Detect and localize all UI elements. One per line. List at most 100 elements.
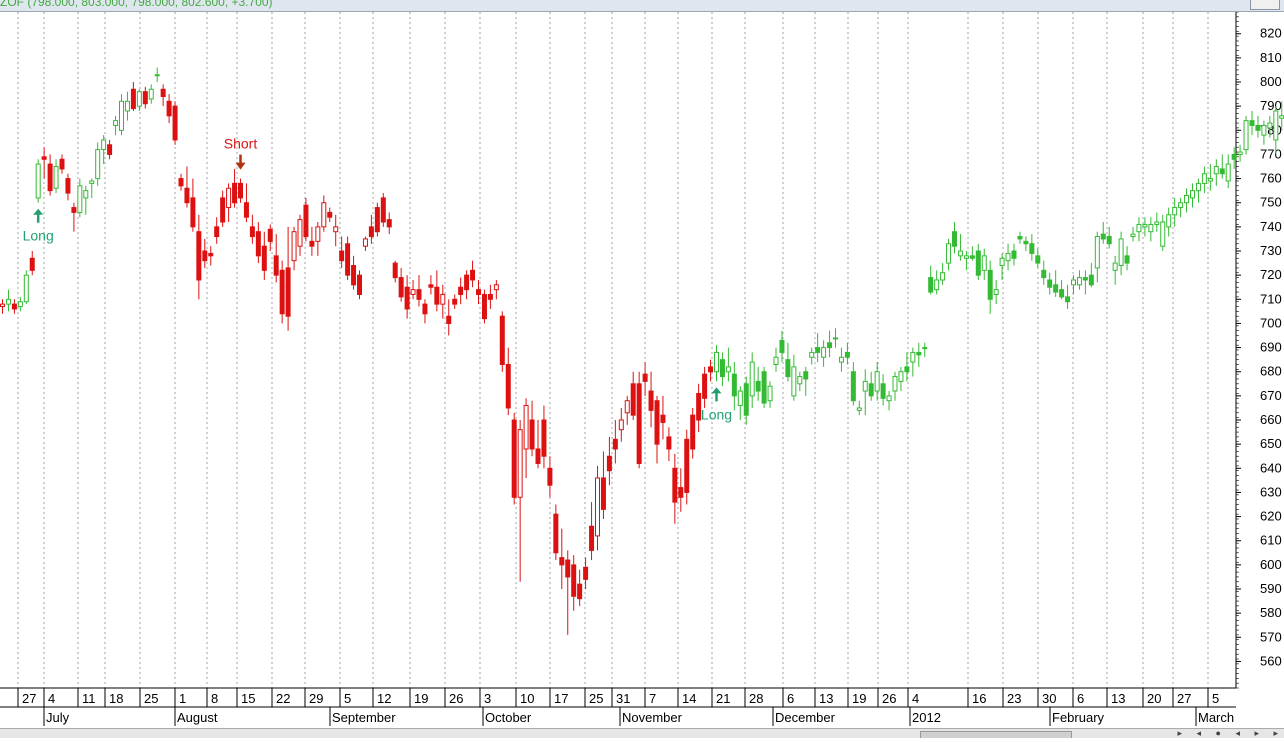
candle-body	[821, 347, 827, 358]
candle-body	[470, 269, 476, 281]
candle-body	[148, 88, 154, 100]
candle-body	[136, 91, 142, 107]
candle-body	[922, 347, 928, 350]
candle-body	[999, 257, 1005, 266]
window-maximize-button[interactable]	[1250, 0, 1280, 10]
y-tick-label: 670	[1260, 388, 1282, 403]
candle-body	[339, 250, 345, 262]
candle-body	[166, 100, 172, 117]
chart-nav-buttons[interactable]: ▸ ◂ ● ◂ ▸ ▸	[1177, 728, 1284, 738]
candle-body	[1172, 207, 1178, 216]
candle-body	[862, 380, 868, 392]
x-month-label: March	[1198, 710, 1234, 725]
candle-body	[1231, 153, 1237, 160]
candle-body	[690, 414, 696, 450]
candle-body	[0, 303, 5, 308]
candle-body	[892, 376, 898, 392]
y-tick-label: 610	[1260, 533, 1282, 548]
candle-body	[428, 284, 434, 288]
candle-body	[630, 383, 636, 416]
candle-body	[1190, 190, 1195, 199]
x-day-label: 18	[109, 691, 123, 706]
x-month-label: November	[622, 710, 683, 725]
candle-body	[737, 390, 743, 407]
candle-body	[374, 207, 380, 233]
x-day-label: 10	[520, 691, 534, 706]
x-day-label: 19	[414, 691, 428, 706]
y-tick-label: 650	[1260, 436, 1282, 451]
candle-body	[362, 238, 368, 247]
candle-body	[5, 298, 11, 305]
long-signal-label: Long	[701, 406, 732, 422]
candle-body	[291, 231, 297, 262]
y-tick-label: 820	[1260, 26, 1282, 41]
candle-body	[809, 351, 815, 358]
candle-body	[232, 182, 238, 204]
candle-body	[214, 226, 220, 238]
y-tick-label: 710	[1260, 291, 1282, 306]
candle-body	[731, 373, 737, 397]
short-arrow-head	[235, 162, 246, 170]
candle-body	[874, 371, 880, 392]
x-day-label: 11	[82, 691, 96, 706]
ticker-quote-text: ZOF (798.000, 803.000, 798.000, 802.600,…	[0, 0, 273, 9]
candle-body	[797, 376, 803, 385]
candle-body	[464, 274, 470, 291]
candle-body	[113, 120, 119, 126]
candle-body	[53, 166, 59, 189]
x-day-label: 29	[309, 691, 323, 706]
horizontal-scrollbar[interactable]: ▸ ◂ ● ◂ ▸ ▸	[0, 728, 1284, 738]
x-month-label: September	[332, 710, 396, 725]
candle-body	[553, 513, 559, 554]
candle-body	[743, 383, 749, 416]
candle-body	[1106, 236, 1112, 245]
x-day-label: 6	[1077, 691, 1084, 706]
candle-body	[577, 583, 583, 600]
candle-body	[714, 351, 719, 373]
candle-body	[767, 385, 773, 402]
candle-body	[1261, 124, 1267, 136]
y-tick-label: 700	[1260, 315, 1282, 330]
x-month-label: December	[775, 710, 836, 725]
scrollbar-thumb[interactable]	[920, 731, 1072, 738]
candle-body	[142, 91, 148, 105]
candle-body	[505, 363, 511, 409]
candle-body	[261, 245, 267, 271]
candle-body	[785, 359, 791, 378]
candle-body	[255, 231, 261, 257]
candle-body	[1071, 279, 1076, 286]
candle-body	[1213, 166, 1219, 175]
candle-body	[273, 255, 279, 276]
candle-body	[1076, 277, 1082, 286]
candle-body	[589, 525, 595, 551]
candle-body	[422, 303, 428, 315]
candle-body	[898, 371, 904, 382]
candle-body	[779, 339, 785, 353]
candle-body	[29, 257, 35, 271]
candle-body	[844, 351, 850, 358]
candle-body	[493, 284, 499, 291]
x-day-label: 28	[749, 691, 763, 706]
candle-body	[1035, 255, 1041, 264]
chart-title-bar: ZOF (798.000, 803.000, 798.000, 802.600,…	[0, 0, 1284, 12]
candle-body	[327, 211, 333, 218]
candle-body	[1100, 233, 1106, 240]
candle-body	[1059, 289, 1065, 298]
x-day-label: 1	[179, 691, 186, 706]
candle-body	[238, 182, 243, 199]
candle-body	[416, 289, 422, 300]
candle-body	[678, 487, 684, 498]
candle-body	[618, 419, 624, 431]
candle-body	[160, 88, 166, 97]
candle-body	[987, 269, 993, 300]
candle-body	[755, 380, 761, 392]
candle-body	[559, 557, 565, 566]
candle-body	[119, 100, 124, 131]
candle-body	[398, 277, 404, 298]
x-day-label: 20	[1147, 691, 1161, 706]
candle-body	[708, 366, 714, 373]
candle-body	[1154, 221, 1160, 225]
y-tick-label: 720	[1260, 267, 1282, 282]
candle-body	[975, 250, 981, 276]
candle-body	[880, 383, 886, 399]
